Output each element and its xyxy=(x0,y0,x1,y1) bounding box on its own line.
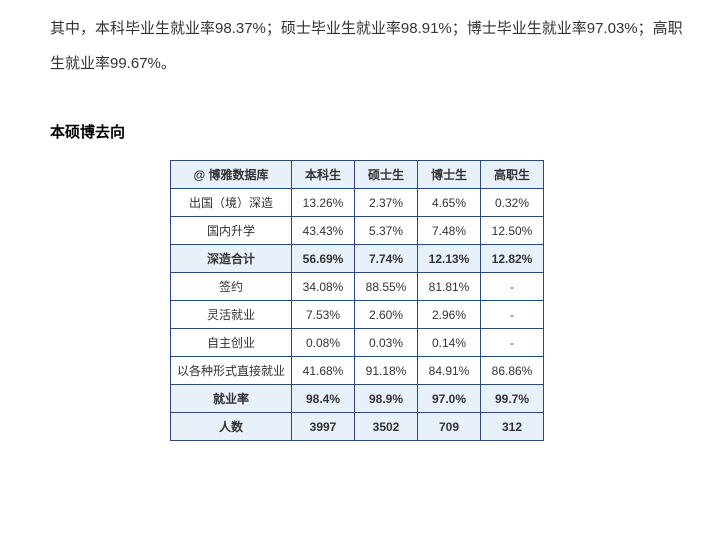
data-cell: 7.74% xyxy=(355,245,418,273)
data-cell: 312 xyxy=(481,413,544,441)
table-header-row: @ 博雅数据库 本科生 硕士生 博士生 高职生 xyxy=(171,161,544,189)
data-cell: 2.60% xyxy=(355,301,418,329)
data-cell: 98.9% xyxy=(355,385,418,413)
data-cell: 13.26% xyxy=(292,189,355,217)
intro-paragraph: 其中，本科毕业生就业率98.37%；硕士毕业生就业率98.91%；博士毕业生就业… xyxy=(0,0,714,81)
data-cell: 41.68% xyxy=(292,357,355,385)
data-cell: 5.37% xyxy=(355,217,418,245)
data-cell: 3997 xyxy=(292,413,355,441)
data-cell: 3502 xyxy=(355,413,418,441)
data-cell: 43.43% xyxy=(292,217,355,245)
table-row: 国内升学43.43%5.37%7.48%12.50% xyxy=(171,217,544,245)
table-row: 人数39973502709312 xyxy=(171,413,544,441)
col-header: 本科生 xyxy=(292,161,355,189)
data-cell: 0.08% xyxy=(292,329,355,357)
row-label: 就业率 xyxy=(171,385,292,413)
data-cell: 4.65% xyxy=(418,189,481,217)
data-cell: 99.7% xyxy=(481,385,544,413)
table-row: 出国（境）深造13.26%2.37%4.65%0.32% xyxy=(171,189,544,217)
table-row: 自主创业0.08%0.03%0.14%- xyxy=(171,329,544,357)
col-header: 高职生 xyxy=(481,161,544,189)
table-container: @ 博雅数据库 本科生 硕士生 博士生 高职生 出国（境）深造13.26%2.3… xyxy=(0,160,714,461)
row-label: 人数 xyxy=(171,413,292,441)
data-cell: 91.18% xyxy=(355,357,418,385)
table-row: 以各种形式直接就业41.68%91.18%84.91%86.86% xyxy=(171,357,544,385)
table-row: 深造合计56.69%7.74%12.13%12.82% xyxy=(171,245,544,273)
row-label: 国内升学 xyxy=(171,217,292,245)
row-label: 自主创业 xyxy=(171,329,292,357)
data-cell: 56.69% xyxy=(292,245,355,273)
data-cell: 12.13% xyxy=(418,245,481,273)
data-cell: 0.03% xyxy=(355,329,418,357)
destination-table: @ 博雅数据库 本科生 硕士生 博士生 高职生 出国（境）深造13.26%2.3… xyxy=(170,160,544,441)
data-cell: 7.53% xyxy=(292,301,355,329)
row-label: 出国（境）深造 xyxy=(171,189,292,217)
row-label: 以各种形式直接就业 xyxy=(171,357,292,385)
data-cell: 2.96% xyxy=(418,301,481,329)
data-cell: 34.08% xyxy=(292,273,355,301)
data-cell: 81.81% xyxy=(418,273,481,301)
section-heading: 本硕博去向 xyxy=(0,81,714,160)
data-cell: 86.86% xyxy=(481,357,544,385)
table-row: 签约34.08%88.55%81.81%- xyxy=(171,273,544,301)
table-body: 出国（境）深造13.26%2.37%4.65%0.32%国内升学43.43%5.… xyxy=(171,189,544,441)
data-cell: 709 xyxy=(418,413,481,441)
data-cell: 12.50% xyxy=(481,217,544,245)
table-row: 就业率98.4%98.9%97.0%99.7% xyxy=(171,385,544,413)
data-cell: 0.14% xyxy=(418,329,481,357)
table-corner-header: @ 博雅数据库 xyxy=(171,161,292,189)
data-cell: - xyxy=(481,273,544,301)
data-cell: 84.91% xyxy=(418,357,481,385)
data-cell: - xyxy=(481,301,544,329)
data-cell: 88.55% xyxy=(355,273,418,301)
data-cell: 97.0% xyxy=(418,385,481,413)
data-cell: 98.4% xyxy=(292,385,355,413)
row-label: 灵活就业 xyxy=(171,301,292,329)
data-cell: 7.48% xyxy=(418,217,481,245)
data-cell: 12.82% xyxy=(481,245,544,273)
data-cell: 2.37% xyxy=(355,189,418,217)
row-label: 深造合计 xyxy=(171,245,292,273)
col-header: 硕士生 xyxy=(355,161,418,189)
col-header: 博士生 xyxy=(418,161,481,189)
data-cell: - xyxy=(481,329,544,357)
table-row: 灵活就业7.53%2.60%2.96%- xyxy=(171,301,544,329)
row-label: 签约 xyxy=(171,273,292,301)
data-cell: 0.32% xyxy=(481,189,544,217)
